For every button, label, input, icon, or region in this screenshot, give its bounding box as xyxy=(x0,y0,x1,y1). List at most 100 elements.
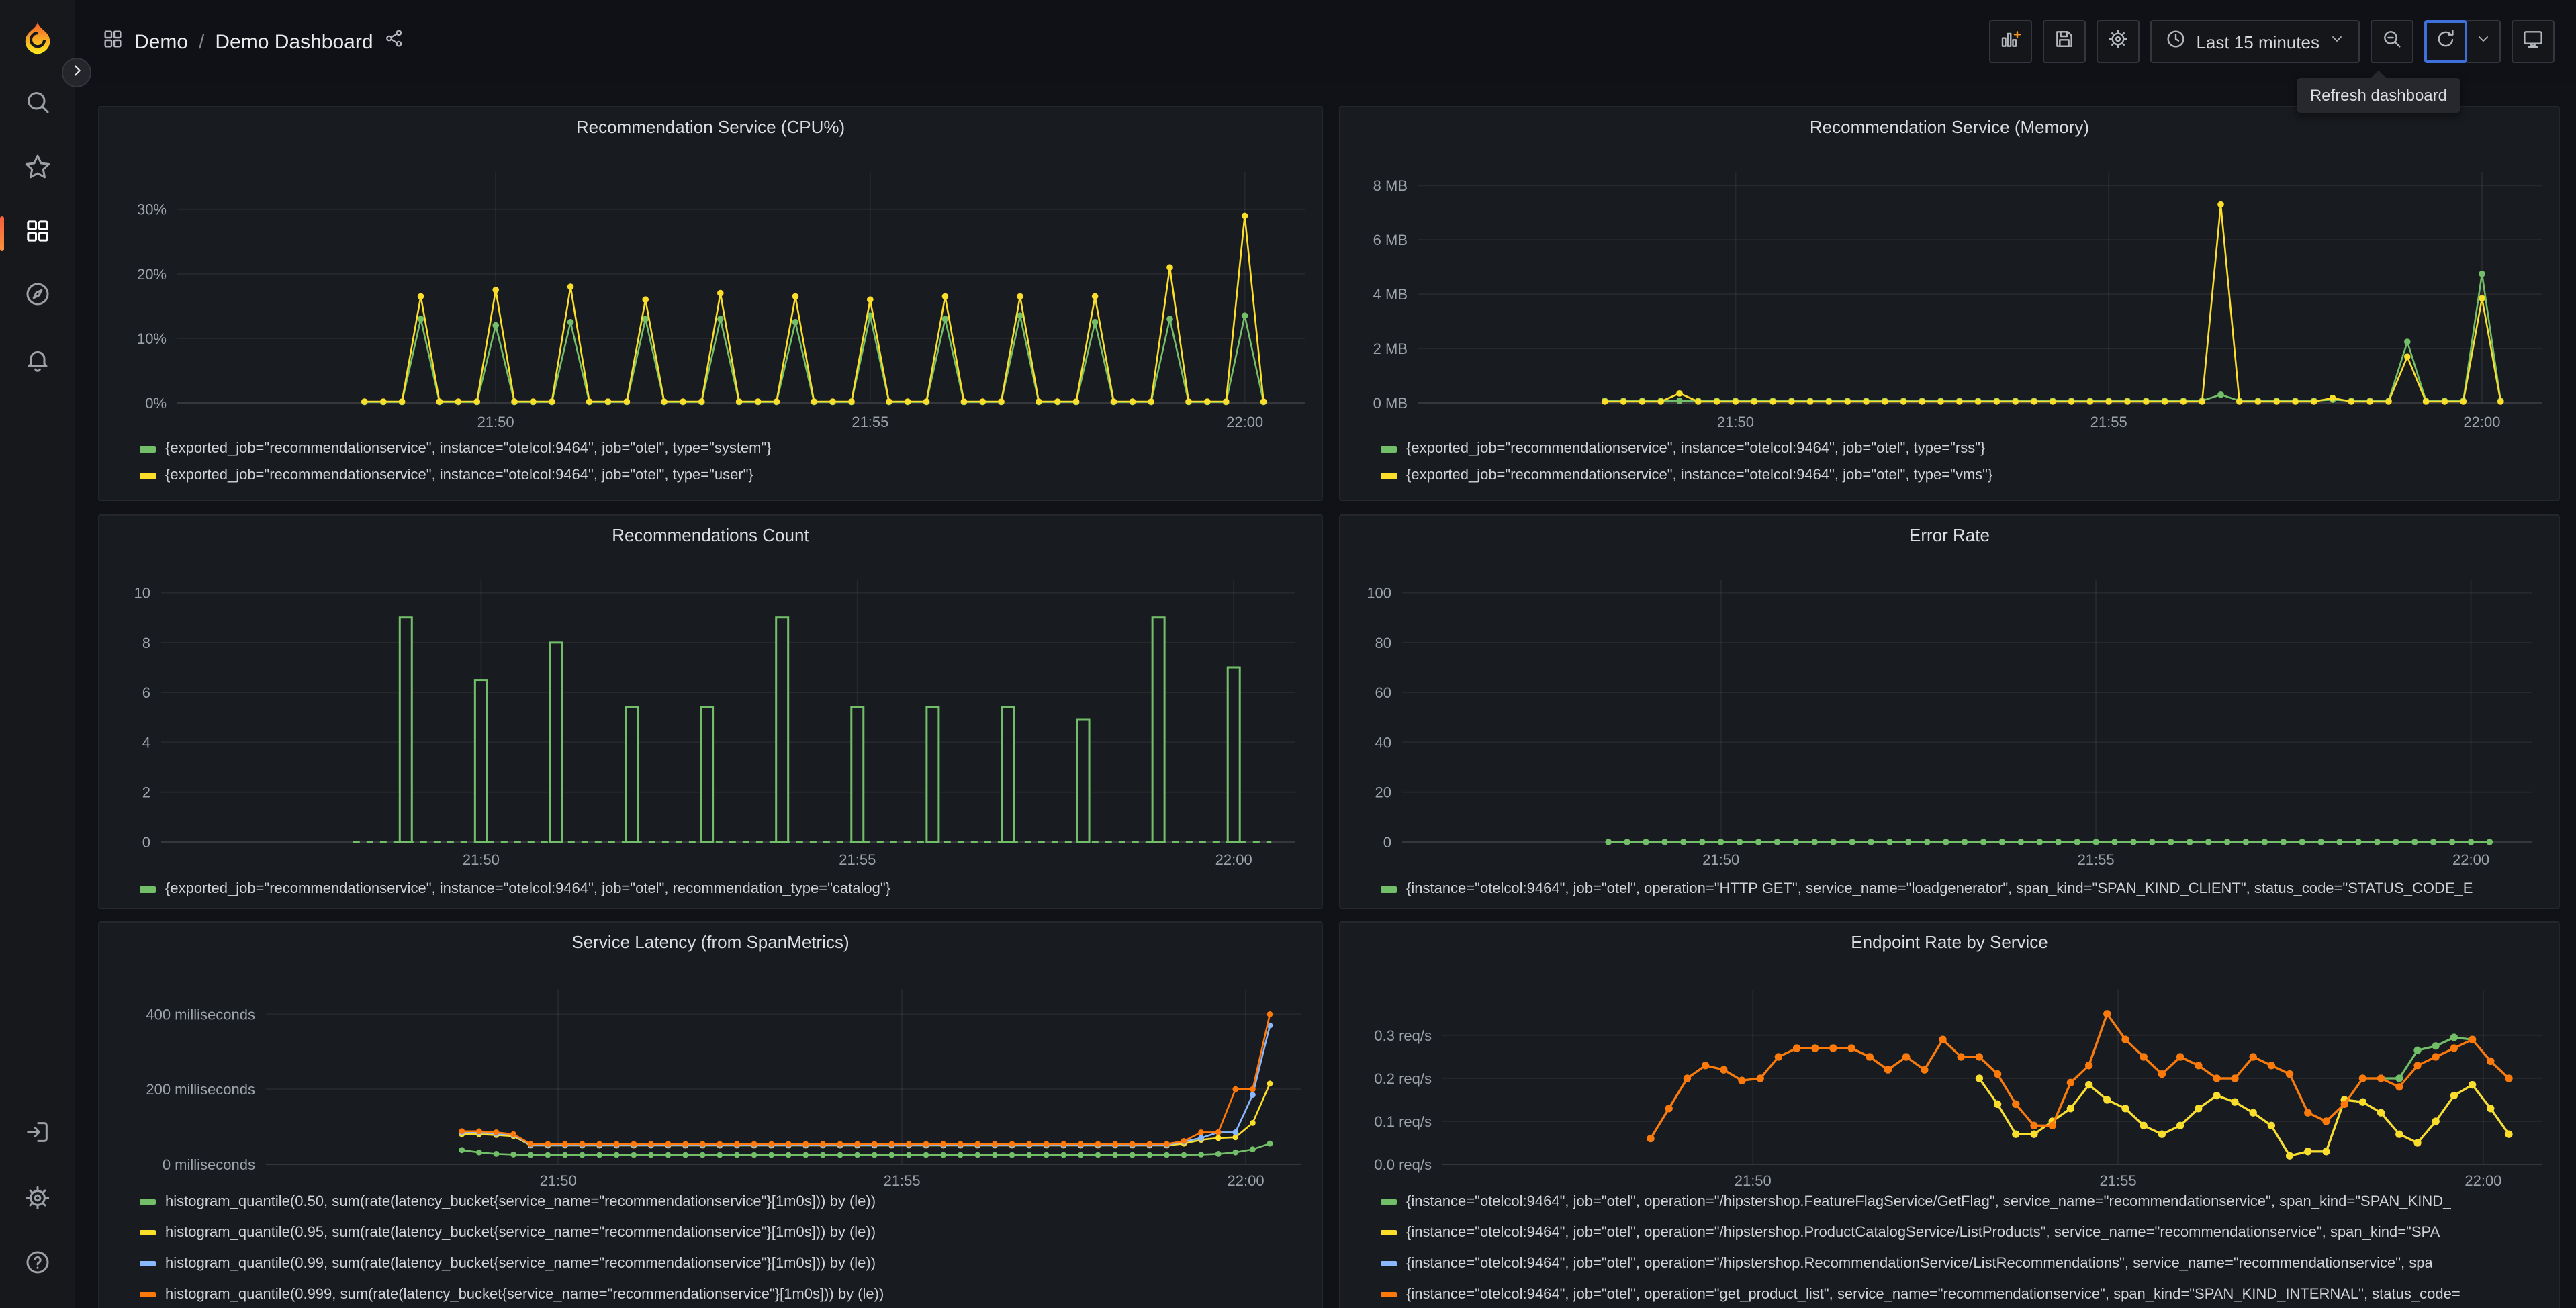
add-panel-button[interactable] xyxy=(1989,20,2033,63)
panel-legend: {exported_job="recommendationservice", i… xyxy=(140,435,1308,489)
chart-canvas-error-rate[interactable]: 0 20 40 60 80 100 21:50 21:55 22:00 xyxy=(1340,516,2559,908)
sidebar-item-alerting[interactable] xyxy=(0,336,75,389)
legend-item[interactable]: {instance="otelcol:9464", job="otel", op… xyxy=(1381,1186,2545,1217)
panel-title[interactable]: Service Latency (from SpanMetrics) xyxy=(571,932,849,952)
svg-text:80: 80 xyxy=(1375,635,1391,651)
legend-item[interactable]: {exported_job="recommendationservice", i… xyxy=(140,876,1308,902)
svg-text:8: 8 xyxy=(142,635,150,651)
panel-title[interactable]: Recommendations Count xyxy=(612,525,809,545)
gear-icon xyxy=(24,1184,51,1217)
legend-item[interactable]: {instance="otelcol:9464", job="otel", op… xyxy=(1381,1248,2545,1278)
legend-label: {exported_job="recommendationservice", i… xyxy=(1406,467,1993,483)
svg-text:21:50: 21:50 xyxy=(477,414,514,430)
legend-item[interactable]: histogram_quantile(0.95, sum(rate(latenc… xyxy=(140,1217,1308,1248)
panel-title[interactable]: Error Rate xyxy=(1909,525,1990,545)
grafana-logo[interactable] xyxy=(19,20,56,58)
chart-svg: 0 2 4 6 8 10 21:50 21:55 22:00 xyxy=(134,580,1295,868)
svg-text:22:00: 22:00 xyxy=(1226,414,1263,430)
apps-grid-icon xyxy=(102,28,124,56)
legend-label: {exported_job="recommendationservice", i… xyxy=(165,440,772,457)
clock-icon xyxy=(2165,28,2187,56)
legend-item[interactable]: histogram_quantile(0.99, sum(rate(latenc… xyxy=(140,1248,1308,1278)
panel-title[interactable]: Recommendation Service (CPU%) xyxy=(576,117,845,137)
legend-label: {exported_job="recommendationservice", i… xyxy=(1406,440,1986,457)
svg-text:10: 10 xyxy=(134,585,150,602)
time-range-picker[interactable]: Last 15 minutes xyxy=(2150,20,2360,63)
panel-title[interactable]: Endpoint Rate by Service xyxy=(1851,932,2048,952)
legend-item[interactable]: histogram_quantile(0.50, sum(rate(latenc… xyxy=(140,1186,1308,1217)
panel-cpu: Recommendation Service (CPU%) 0% 10% 20% 30… xyxy=(98,106,1323,501)
legend-label: histogram_quantile(0.95, sum(rate(latenc… xyxy=(165,1224,876,1240)
add-panel-icon xyxy=(2000,28,2021,56)
svg-text:22:00: 22:00 xyxy=(1228,1172,1264,1189)
sidebar-item-settings[interactable] xyxy=(0,1174,75,1227)
chart-svg: 0 20 40 60 80 100 21:50 21:55 22:00 xyxy=(1367,580,2532,868)
chart-canvas-cpu[interactable]: 0% 10% 20% 30% 21:50 21:55 22:00 xyxy=(99,107,1322,500)
panel-legend: {instance="otelcol:9464", job="otel", op… xyxy=(1381,1186,2545,1308)
refresh-interval-dropdown[interactable] xyxy=(2467,20,2501,63)
svg-text:30%: 30% xyxy=(137,201,167,218)
panel-error-rate: Error Rate 0 20 40 60 80 100 21:50 21:55 22:00 {… xyxy=(1339,514,2560,909)
svg-text:21:50: 21:50 xyxy=(463,851,500,868)
legend-item[interactable]: histogram_quantile(0.999, sum(rate(laten… xyxy=(140,1278,1308,1308)
legend-item[interactable]: {exported_job="recommendationservice", i… xyxy=(140,462,1308,489)
breadcrumb: Demo / Demo Dashboard xyxy=(102,0,404,83)
dashboards-icon xyxy=(24,217,51,250)
chart-svg: 0 MB 2 MB 4 MB 6 MB 8 MB 21:50 21:55 22:00 xyxy=(1373,172,2542,430)
panel-title[interactable]: Recommendation Service (Memory) xyxy=(1809,117,2090,137)
legend-swatch-icon xyxy=(1381,1260,1397,1267)
legend-item[interactable]: {exported_job="recommendationservice", i… xyxy=(1381,462,2545,489)
chart-canvas-endpoint-rate[interactable]: 0.0 req/s 0.1 req/s 0.2 req/s 0.3 req/s 21:5… xyxy=(1340,923,2559,1308)
sidebar-item-dashboards[interactable] xyxy=(0,207,75,261)
panel-legend: {instance="otelcol:9464", job="otel", op… xyxy=(1381,876,2545,902)
legend-item[interactable]: {instance="otelcol:9464", job="otel", op… xyxy=(1381,1217,2545,1248)
svg-text:21:50: 21:50 xyxy=(1702,851,1739,868)
legend-item[interactable]: {exported_job="recommendationservice", i… xyxy=(140,435,1308,462)
cycle-view-mode-button[interactable] xyxy=(2512,20,2555,63)
chart-canvas-recommendations[interactable]: 0 2 4 6 8 10 21:50 21:55 22:00 xyxy=(99,516,1322,908)
save-dashboard-button[interactable] xyxy=(2043,20,2086,63)
refresh-tooltip: Refresh dashboard xyxy=(2296,78,2460,113)
svg-text:21:50: 21:50 xyxy=(1735,1172,1772,1189)
zoom-out-button[interactable] xyxy=(2371,20,2413,63)
breadcrumb-page[interactable]: Demo Dashboard xyxy=(215,30,373,53)
legend-swatch-icon xyxy=(140,1260,156,1267)
legend-item[interactable]: {instance="otelcol:9464", job="otel", op… xyxy=(1381,1278,2545,1308)
bell-icon xyxy=(24,346,51,379)
sidebar-item-search[interactable] xyxy=(0,78,75,132)
sidebar-item-explore[interactable] xyxy=(0,270,75,324)
chart-canvas-memory[interactable]: 0 MB 2 MB 4 MB 6 MB 8 MB 21:50 21:55 22:00 xyxy=(1340,107,2559,500)
breadcrumb-section[interactable]: Demo xyxy=(134,30,189,53)
panel-endpoint-rate: Endpoint Rate by Service 0.0 req/s 0.1 re… xyxy=(1339,921,2560,1308)
dashboard-settings-button[interactable] xyxy=(2097,20,2140,63)
chart-svg: 0.0 req/s 0.1 req/s 0.2 req/s 0.3 req/s 21:5… xyxy=(1374,990,2542,1189)
panel-service-latency: Service Latency (from SpanMetrics) 0 mil… xyxy=(98,921,1323,1308)
chart-canvas-latency[interactable]: 0 milliseconds 200 milliseconds 400 millis… xyxy=(99,923,1322,1308)
legend-swatch-icon xyxy=(140,473,156,479)
sidebar-item-sign-in[interactable] xyxy=(0,1108,75,1162)
chevron-down-icon xyxy=(2475,30,2491,54)
refresh-dashboard-button[interactable] xyxy=(2424,20,2467,63)
share-icon[interactable] xyxy=(384,28,404,55)
legend-swatch-icon xyxy=(140,1229,156,1236)
sidebar-item-help[interactable] xyxy=(0,1238,75,1292)
dashboard-toolbar: Last 15 minutes xyxy=(1989,20,2555,63)
legend-item[interactable]: {instance="otelcol:9464", job="otel", op… xyxy=(1381,876,2545,902)
top-nav: Demo / Demo Dashboard L xyxy=(75,0,2576,83)
sidebar-item-starred[interactable] xyxy=(0,142,75,196)
legend-swatch-icon xyxy=(140,446,156,453)
svg-text:400 milliseconds: 400 milliseconds xyxy=(146,1006,255,1023)
svg-text:6: 6 xyxy=(142,684,150,701)
chevron-right-icon xyxy=(69,60,84,85)
help-icon xyxy=(24,1248,51,1282)
svg-text:40: 40 xyxy=(1375,734,1391,751)
legend-label: {instance="otelcol:9464", job="otel", op… xyxy=(1406,1193,2452,1209)
legend-item[interactable]: {exported_job="recommendationservice", i… xyxy=(1381,435,2545,462)
svg-text:22:00: 22:00 xyxy=(1215,851,1252,868)
legend-swatch-icon xyxy=(1381,886,1397,893)
legend-label: {exported_job="recommendationservice", i… xyxy=(165,467,753,483)
expand-sidebar-button[interactable] xyxy=(62,58,91,87)
svg-text:21:55: 21:55 xyxy=(884,1172,921,1189)
svg-text:21:55: 21:55 xyxy=(839,851,876,868)
svg-text:0.3 req/s: 0.3 req/s xyxy=(1374,1027,1432,1044)
